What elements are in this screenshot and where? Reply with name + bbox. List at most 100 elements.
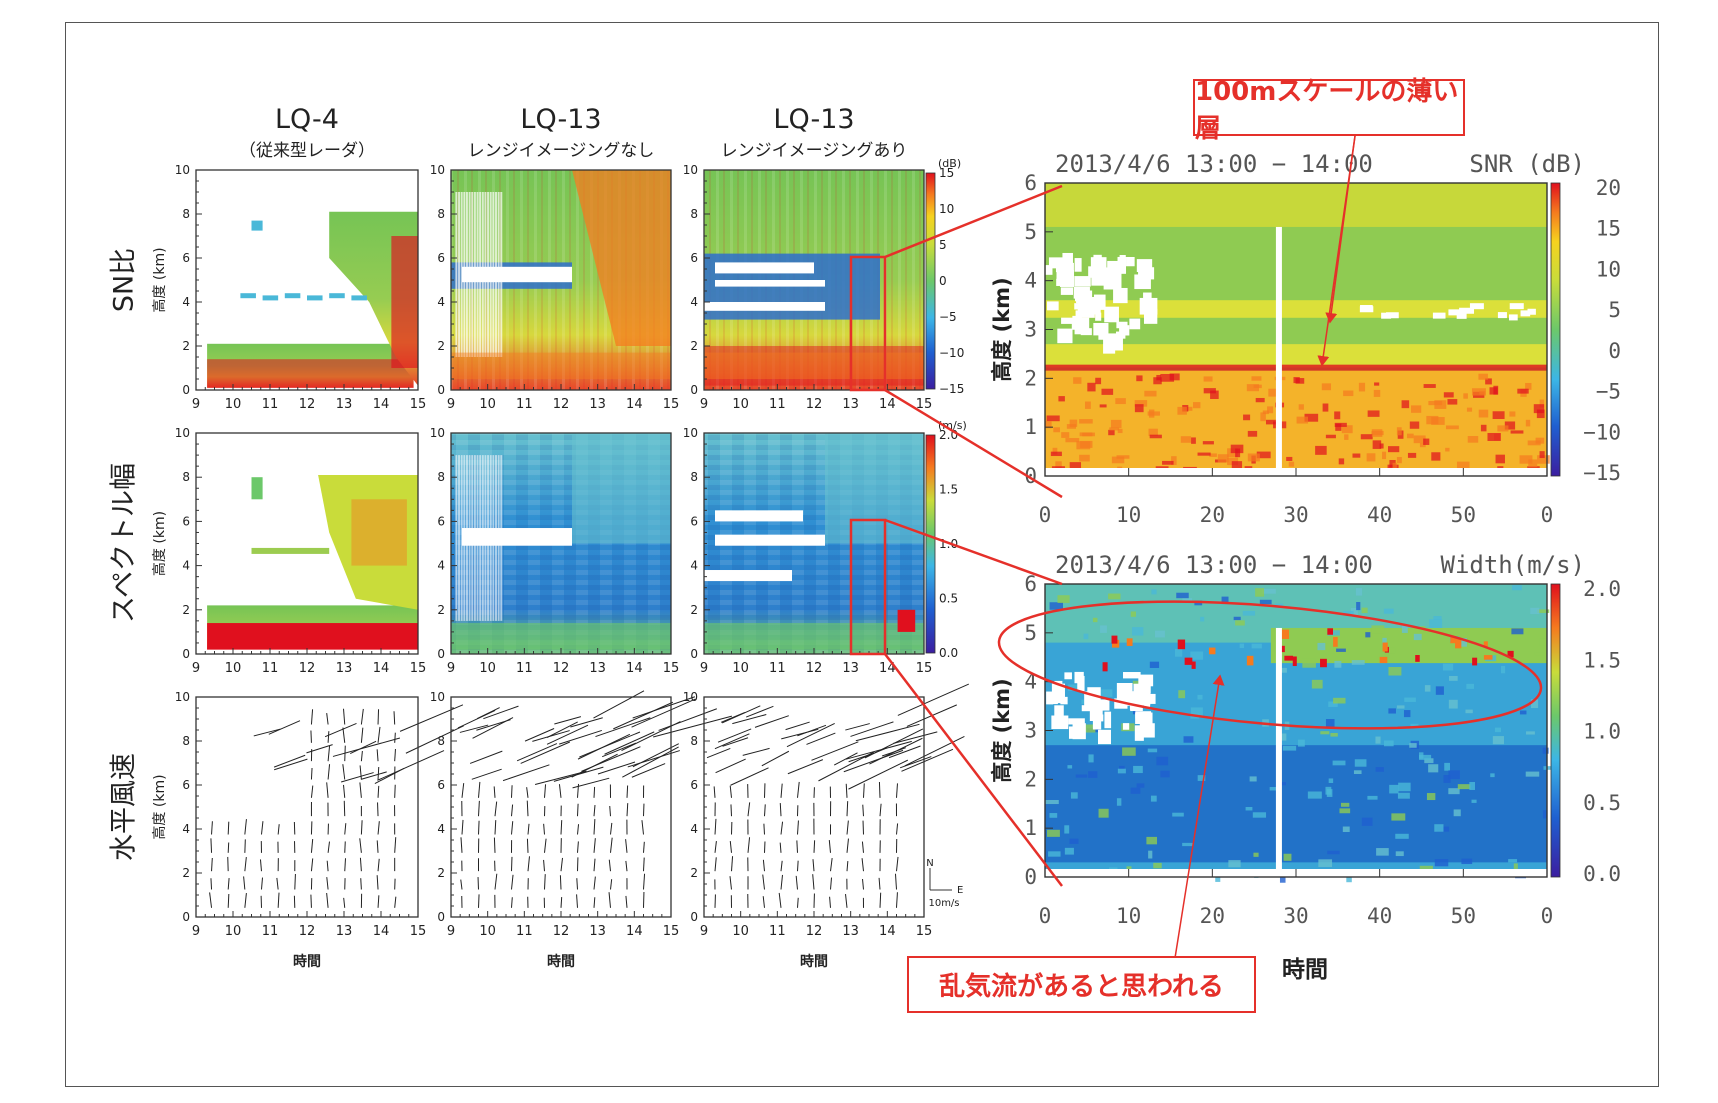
wind-arrow xyxy=(377,895,380,908)
zoom-width-cell xyxy=(1511,628,1524,635)
wind-arrow xyxy=(377,726,381,743)
x-tick-label: 12 xyxy=(806,924,823,939)
wind-arrow xyxy=(377,802,379,817)
wind-arrow xyxy=(327,731,330,743)
zoom-snr-cell xyxy=(1069,462,1082,470)
zoom-width-cell xyxy=(1513,863,1518,873)
wind-arrow xyxy=(327,745,331,762)
wind-arrow xyxy=(332,737,401,757)
zoom-snr-cell xyxy=(1338,458,1345,465)
zoom-width-cell xyxy=(1252,812,1267,818)
zoom-snr-cell xyxy=(1467,435,1479,443)
x-tick-label: 15 xyxy=(916,924,933,939)
zoom-width-cell xyxy=(1351,660,1365,665)
x-tick-label: 10 xyxy=(225,661,242,676)
x-tick-label: 11 xyxy=(516,661,533,676)
wind-arrow xyxy=(715,758,746,774)
wind-arrow xyxy=(460,879,463,890)
zoom-snr-cell xyxy=(1180,436,1192,443)
zoom-data-gap xyxy=(1094,257,1107,266)
wind-arrow xyxy=(762,859,765,872)
y-tick-label: 4 xyxy=(437,295,445,309)
wind-arrow xyxy=(797,860,799,872)
wind-arrow xyxy=(343,708,346,725)
zoom-width-cell xyxy=(1130,611,1136,617)
width-gap-line xyxy=(497,455,500,621)
zoom-width-cell xyxy=(1340,802,1350,807)
wind-arrow xyxy=(754,715,789,728)
zoom-width-cell xyxy=(1108,593,1121,600)
zoom-snr-cell xyxy=(1509,411,1516,417)
zoom-width-cell xyxy=(1116,798,1122,806)
zoom-colorbar-tick-label: −5 xyxy=(1596,380,1621,404)
x-tick-label: 13 xyxy=(336,397,353,412)
x-tick-label: 13 xyxy=(842,397,859,412)
zoom-width-cell xyxy=(1397,792,1410,799)
zoom-width-cell xyxy=(1492,736,1505,745)
wind-arrow xyxy=(459,724,489,733)
wind-arrow-field xyxy=(706,683,970,908)
wind-arrow xyxy=(360,820,363,835)
connector-line xyxy=(884,518,1063,586)
zoom-width-cell xyxy=(1132,627,1144,636)
zoom-snr-cell xyxy=(1295,378,1305,384)
row-label: 水平風速 xyxy=(109,753,140,861)
wind-arrow xyxy=(830,857,833,872)
zoom-snr-cell xyxy=(1108,429,1115,436)
wind-arrow xyxy=(516,743,558,762)
x-tick-label: 15 xyxy=(410,397,427,412)
wind-arrow xyxy=(742,747,770,756)
zoom-turbulence-cell xyxy=(1450,636,1456,644)
zoom-width-cell xyxy=(1330,732,1338,737)
zoom-snr-cell xyxy=(1255,397,1265,403)
wind-arrow xyxy=(544,874,546,890)
zoom-width-cell xyxy=(1200,616,1205,622)
zoom-width-cell xyxy=(1327,630,1340,636)
width-patch xyxy=(251,547,330,554)
zoom-width-cell xyxy=(1133,765,1143,774)
zoom-snr-cell xyxy=(1265,419,1277,425)
wind-arrow xyxy=(273,754,306,768)
snr-surface-layer xyxy=(704,346,924,386)
zoom-width-cell xyxy=(1132,680,1140,685)
zoom-x-tick-label: 50 xyxy=(1451,503,1476,527)
zoom-x-tick-label: 10 xyxy=(1116,503,1141,527)
zoom-data-gap xyxy=(1047,301,1059,311)
zoom-snr-cell xyxy=(1197,452,1211,456)
wind-arrow xyxy=(343,784,346,798)
zoom-data-gap xyxy=(1133,683,1151,694)
zoom-width-cell xyxy=(1386,647,1396,654)
zoom-snr-cell xyxy=(1388,446,1400,453)
wind-arrow xyxy=(577,733,631,760)
zoom-x-tick-label: 30 xyxy=(1283,904,1308,928)
zoom-width-cell xyxy=(1388,708,1396,714)
zoom-width-cell xyxy=(1277,667,1287,673)
zoom-snr-layer xyxy=(1045,300,1547,318)
x-tick-label: 10 xyxy=(732,661,749,676)
zoom-width-cell xyxy=(1389,784,1399,794)
zoom-data-gap xyxy=(1509,303,1524,310)
wind-arrow xyxy=(780,783,783,798)
width-gap-line xyxy=(460,455,463,621)
zoom-y-tick-label: 4 xyxy=(1024,269,1037,293)
zoom-turbulence-cell xyxy=(1246,655,1254,666)
zoom-turbulence-cell xyxy=(1191,661,1196,669)
zoom-width-cell xyxy=(1435,686,1444,695)
y-tick-label: 2 xyxy=(690,603,698,617)
wind-arrow xyxy=(493,786,496,798)
zoom-x-tick-label: 0 xyxy=(1541,503,1554,527)
wind-arrow xyxy=(904,736,965,767)
wind-arrow xyxy=(377,858,380,872)
row-label: SN比 xyxy=(109,248,140,312)
wind-arrow xyxy=(277,892,280,908)
zoom-data-gap xyxy=(1057,328,1073,344)
width-gap-line xyxy=(476,455,479,621)
zoom-width-cell xyxy=(1328,778,1334,783)
wind-arrow xyxy=(795,875,798,890)
snr-gap xyxy=(704,302,825,311)
zoom-width-cell xyxy=(1395,851,1404,857)
connector-line xyxy=(884,653,1063,887)
wind-arrow xyxy=(730,767,769,786)
zoom-snr-cell xyxy=(1407,452,1417,458)
zoom-snr-cell xyxy=(1497,425,1509,432)
